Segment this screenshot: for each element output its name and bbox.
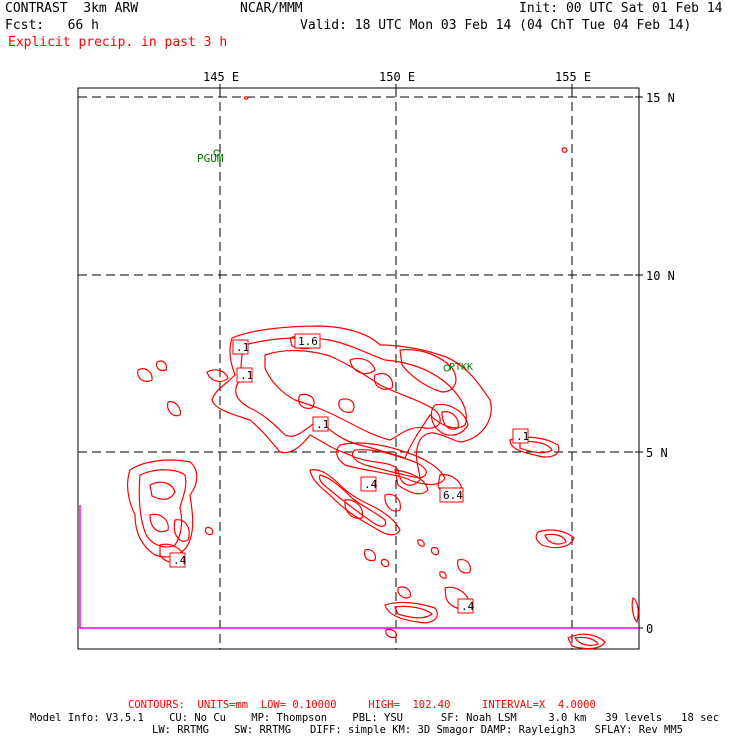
station-markers — [213, 149, 451, 372]
contour-label: .4 — [461, 600, 475, 613]
model-info-line1: Model Info: V3.5.1 CU: No Cu MP: Thompso… — [30, 712, 720, 724]
forecast-hour: Fcst: 66 h — [5, 18, 99, 33]
graticule — [78, 88, 639, 649]
contour-south-blob — [384, 601, 438, 624]
field-title: Explicit precip. in past 3 h — [8, 35, 228, 50]
lat-label-15n: 15 N — [646, 91, 675, 105]
lat-label-equator: 0 — [646, 622, 654, 636]
contour-left-cluster — [126, 459, 198, 558]
contour-label: .1 — [316, 418, 330, 431]
station-ptkk: PTKK — [449, 362, 474, 373]
station-pgum: PGUM — [197, 152, 224, 165]
axis-ticks — [219, 84, 643, 629]
lat-label-5n: 5 N — [646, 446, 668, 460]
contour-main-outer — [211, 325, 492, 486]
model-title: CONTRAST 3km ARW — [5, 1, 139, 16]
contour-main-mid — [235, 337, 467, 459]
valid-time: Valid: 18 UTC Mon 03 Feb 14 (04 ChT Tue … — [300, 18, 692, 33]
contour-label: .4 — [364, 478, 378, 491]
domain-boundary — [78, 505, 639, 629]
init-time: Init: 00 UTC Sat 01 Feb 14 — [519, 1, 723, 16]
map-frame — [77, 87, 640, 650]
contour-diagonal-chain — [309, 469, 401, 536]
contour-label: .1 — [236, 341, 250, 354]
precip-contours — [126, 96, 639, 650]
contour-central-band — [336, 442, 446, 485]
model-info-line2: LW: RRTMG SW: RRTMG DIFF: simple KM: 3D … — [152, 724, 684, 736]
station-marker-pgum — [213, 149, 221, 157]
lon-label-150: 150 E — [379, 70, 416, 84]
contour-info: CONTOURS: UNITS=mm LOW= 0.10000 HIGH= 10… — [128, 699, 596, 711]
contour-label: .1 — [516, 430, 530, 443]
contour-label: .4 — [173, 554, 187, 567]
contour-main-inner — [264, 349, 441, 441]
station-marker-ptkk — [443, 364, 451, 372]
contour-label: 1.6 — [298, 335, 318, 348]
contour-label: .1 — [240, 369, 254, 382]
contour-label: 6.4 — [443, 489, 463, 502]
lon-label-145: 145 E — [203, 70, 240, 84]
contour-east-blob — [509, 436, 560, 458]
lat-label-10n: 10 N — [646, 269, 675, 283]
institution-label: NCAR/MMM — [240, 1, 303, 16]
lon-label-155: 155 E — [555, 70, 592, 84]
contour-label-boxes — [169, 333, 529, 614]
